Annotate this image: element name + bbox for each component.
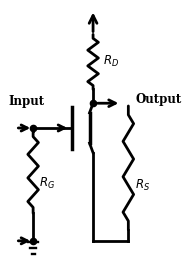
Text: Input: Input bbox=[8, 95, 45, 108]
Text: $R_D$: $R_D$ bbox=[103, 54, 119, 70]
Text: $R_S$: $R_S$ bbox=[135, 178, 150, 193]
Text: $R_G$: $R_G$ bbox=[39, 175, 55, 191]
Text: Output: Output bbox=[135, 93, 182, 106]
